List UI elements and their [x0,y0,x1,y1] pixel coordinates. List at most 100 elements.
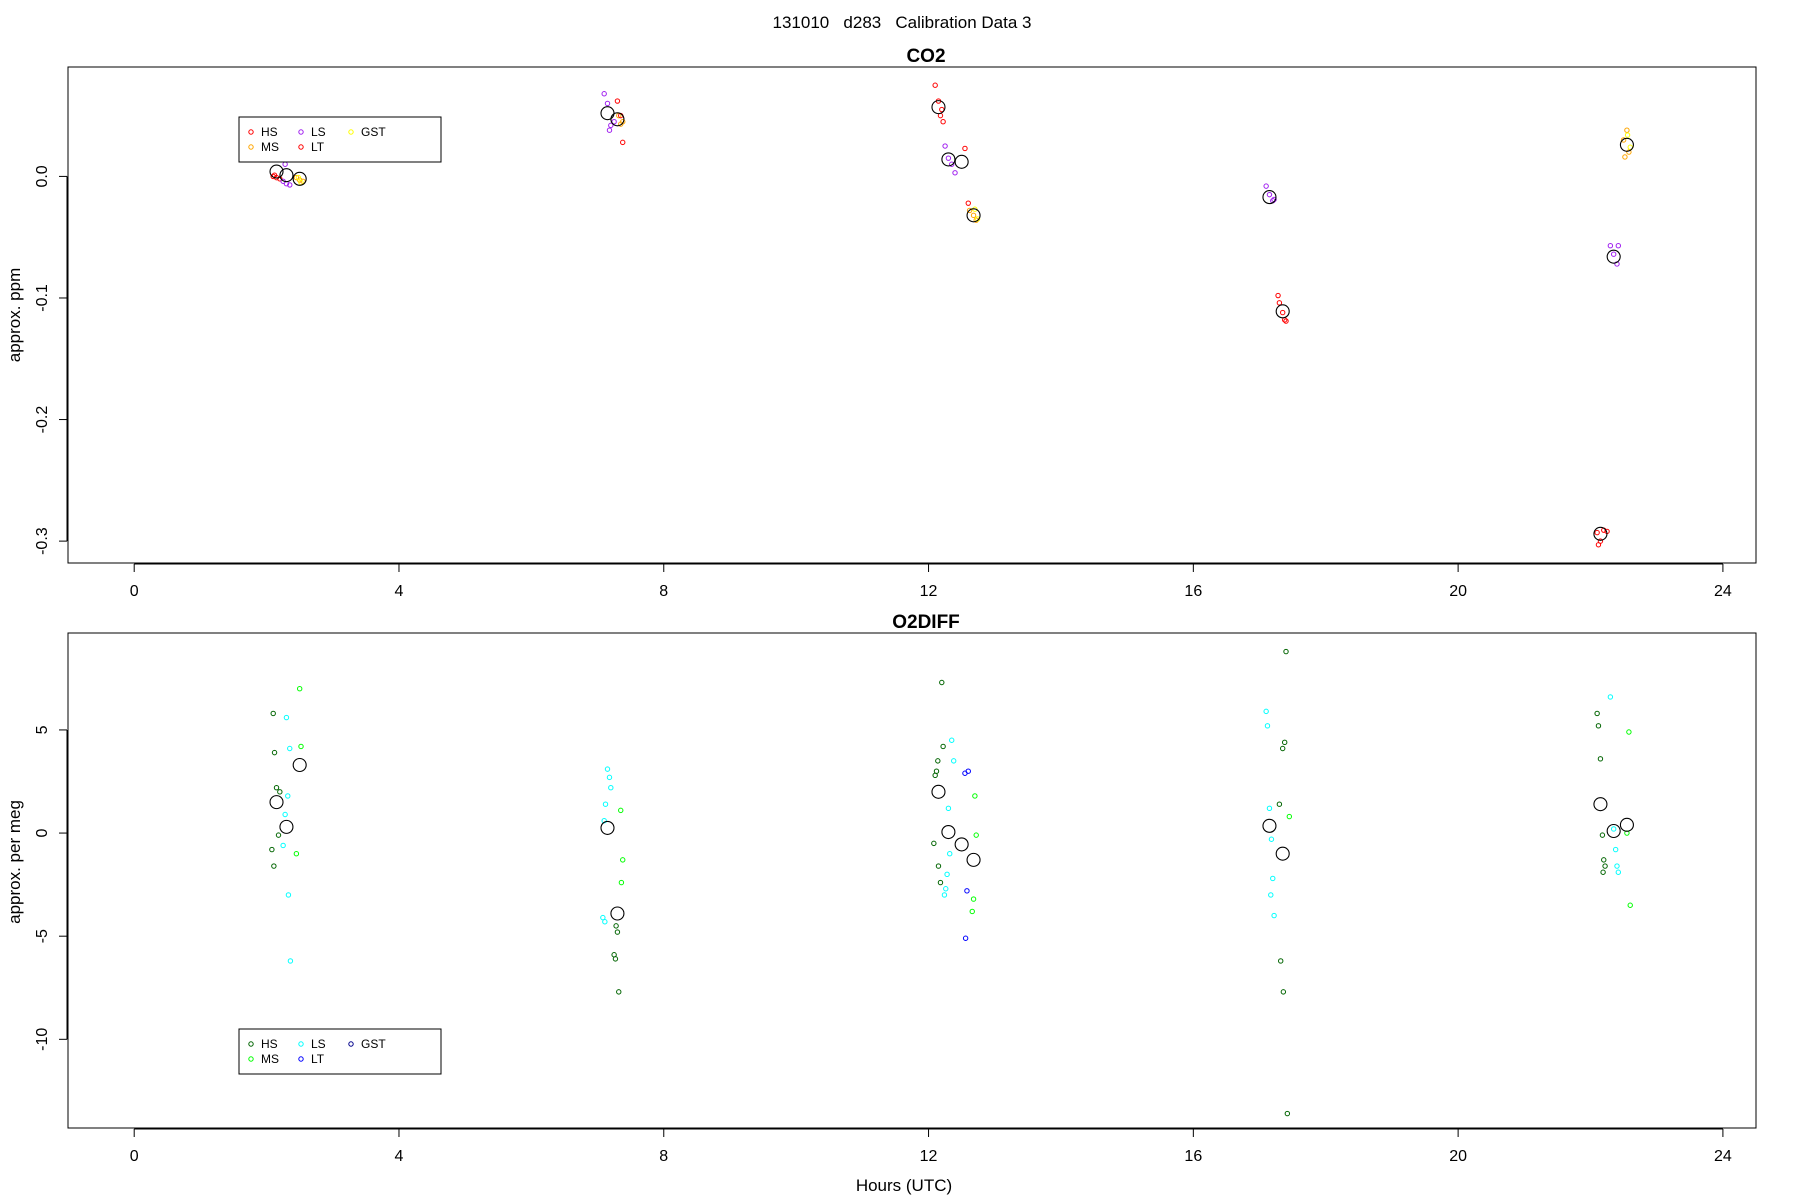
o2diff-point-ms [298,743,304,750]
co2-point-lt [620,139,626,146]
co2-legend-item: GST [348,125,386,139]
co2-y-axis-label: approx. ppm [5,268,24,363]
o2diff-point-ms [1627,902,1633,908]
o2diff-mean-marker [1262,818,1277,833]
co2-mean-marker [1593,526,1608,541]
co2-point-ls [1266,191,1273,198]
co2-point-ls [608,122,614,129]
o2diff-legend-marker [348,1041,354,1047]
co2-legend-label: GST [361,125,386,139]
o2diff-point-ls [943,886,949,892]
co2-legend-label: HS [261,125,278,139]
o2diff-mean-marker [1606,823,1621,839]
co2-mean-marker [292,171,307,186]
co2-x-axis: 0 4 8 12 16 20 24 [130,563,1732,600]
o2diff-point-ls [280,842,286,849]
co2-mean-marker [954,154,969,169]
o2diff-mean-marker [931,784,946,799]
o2diff-mean-marker [941,824,956,840]
co2-y-tick-label: -0.3 [34,527,51,555]
o2diff-point-ls [285,892,292,898]
o2diff-mean-marker [610,906,625,921]
co2-legend-marker [248,144,254,150]
o2diff-mean-marker [1619,817,1634,832]
co2-x-tick-label: 4 [395,583,404,600]
o2diff-point-ls [1610,826,1617,832]
o2diff-point-ms [1626,729,1632,735]
o2diff-x-tick-label: 0 [130,1148,139,1165]
o2diff-point-hs [1602,863,1608,869]
o2diff-point-ms [293,850,300,857]
o2diff-point-hs [1601,857,1607,863]
o2diff-x-tick-label: 8 [659,1148,668,1165]
co2-point-hs [1279,309,1286,316]
co2-x-tick-label: 8 [659,583,668,600]
co2-y-tick-label: 0.0 [34,165,51,187]
co2-series-ls [280,91,1622,267]
o2diff-point-hs [614,929,621,935]
o2diff-point-ls [1266,805,1273,812]
o2diff-point-ls [945,805,952,812]
o2diff-point-ls [602,919,608,925]
o2diff-panel: O2DIFF approx. per meg Hours (UTC) 0 4 8 12… [5,612,1757,1195]
o2diff-legend-item: MS [248,1052,279,1066]
co2-legend-label: LT [311,140,325,154]
co2-point-ms [966,207,973,214]
co2-legend-marker [298,129,304,135]
o2diff-legend-box [238,1028,442,1075]
co2-point-ms [1622,154,1628,160]
co2-point-ls [601,91,607,97]
o2diff-point-ls [604,766,611,772]
o2diff-x-tick-label: 20 [1449,1148,1467,1165]
co2-legend-box [238,116,442,163]
co2-x-tick-label: 20 [1449,583,1467,600]
co2-y-tick-label: -0.2 [34,406,51,434]
o2diff-point-hs [275,832,282,838]
co2-point-ls [945,155,952,161]
o2diff-point-ms [618,807,624,814]
o2diff-legend-marker [298,1056,304,1062]
co2-point-gst [295,174,302,181]
o2diff-point-hs [1595,723,1602,729]
o2diff-mean-marker [954,837,969,852]
co2-point-lt [965,200,971,206]
o2diff-point-hs [1599,832,1606,838]
co2-point-ls [1607,243,1614,249]
co2-point-ms [970,212,977,219]
co2-point-ls [287,182,293,188]
co2-point-lt [962,145,968,152]
o2diff-series-lt [962,768,971,941]
o2diff-point-ls [606,774,613,781]
co2-mean-marker [600,106,615,121]
co2-group-means [269,100,1634,541]
o2diff-point-hs [269,846,275,853]
o2diff-point-ls [1614,863,1620,869]
o2diff-point-hs [935,863,942,869]
o2diff-point-ls [285,793,291,799]
o2diff-x-tick-label: 24 [1714,1148,1732,1165]
o2diff-point-ls [283,714,290,721]
co2-mean-marker [1262,190,1277,205]
o2diff-point-hs [1594,710,1600,717]
o2diff-legend-label: HS [261,1037,278,1051]
o2diff-point-hs [1600,869,1606,875]
co2-x-tick-label: 12 [920,583,938,600]
co2-mean-marker [1275,304,1290,319]
o2diff-point-lt [964,888,970,894]
o2diff-legend-marker [298,1041,304,1047]
o2diff-point-hs [1279,745,1286,752]
o2diff-x-tick-label: 16 [1184,1148,1202,1165]
co2-point-ls [604,100,611,107]
o2diff-legend-label: LT [311,1052,325,1066]
o2diff-y-tick-label: -10 [34,1028,51,1051]
co2-point-hs [940,119,946,125]
o2diff-mean-marker [966,852,981,867]
co2-point-ls [1615,243,1622,249]
o2diff-point-hs [933,768,940,774]
co2-point-gst [1624,132,1631,138]
co2-mean-marker [1619,137,1634,152]
o2diff-point-ms [296,685,303,692]
co2-series-lt [614,98,971,206]
